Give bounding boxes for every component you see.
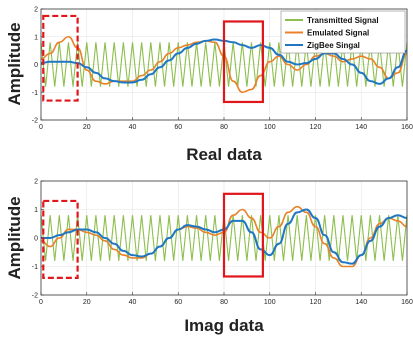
- highlight-box-solid: [222, 192, 264, 278]
- x-tick-label: 160: [401, 299, 413, 306]
- x-tick-label: 80: [220, 124, 228, 131]
- x-tick-label: 80: [220, 299, 228, 306]
- legend: Transmitted Signal Emulated Signal ZigBee …: [280, 10, 406, 54]
- legend-entry: Emulated Signal: [307, 29, 369, 38]
- y-tick-label: -2: [32, 118, 38, 125]
- x-tick-label: 140: [355, 124, 367, 131]
- x-tick-label: 160: [401, 124, 413, 131]
- y-tick-label: -2: [32, 293, 38, 300]
- legend-entry: Transmitted Signal: [307, 16, 379, 25]
- x-tick-label: 20: [83, 299, 91, 306]
- y-tick-label: 1: [34, 207, 38, 214]
- x-tick-label: 60: [174, 124, 182, 131]
- y-tick-label: 0: [34, 236, 38, 243]
- y-axis-label: Amplitude: [5, 22, 24, 105]
- x-axis-label: Real data: [186, 145, 262, 164]
- x-tick-label: 60: [174, 299, 182, 306]
- x-tick-label: 40: [129, 124, 137, 131]
- x-tick-label: 140: [355, 299, 367, 306]
- y-axis-label: Amplitude: [5, 196, 24, 279]
- plot-2: 0 20 40 60 80 100 120 140 160 2 1 0 -1 -2 Amplitude Ima…: [5, 179, 413, 336]
- y-tick-label: 1: [34, 34, 38, 41]
- y-tick-label: 0: [34, 62, 38, 69]
- x-tick-label: 0: [39, 124, 43, 131]
- highlight-box-dashed: [42, 199, 79, 279]
- y-tick-label: 2: [34, 179, 38, 186]
- x-tick-label: 120: [310, 299, 322, 306]
- plot-1: 0 20 40 60 80 100 120 140 160 2 1 0 -1 -2 Amplitude Rea…: [5, 7, 413, 165]
- x-tick-label: 0: [39, 299, 43, 306]
- y-tick-label: -1: [32, 264, 38, 271]
- x-tick-label: 20: [83, 124, 91, 131]
- x-axis-label: Imag data: [184, 316, 264, 335]
- x-tick-label: 40: [129, 299, 137, 306]
- y-tick-label: -1: [32, 90, 38, 97]
- legend-entry: ZigBee Singal: [307, 41, 360, 50]
- highlight-box-dashed: [42, 14, 79, 102]
- x-tick-label: 100: [264, 299, 276, 306]
- x-tick-label: 120: [310, 124, 322, 131]
- y-tick-label: 2: [34, 7, 38, 14]
- highlight-box-solid: [222, 20, 264, 104]
- x-tick-label: 100: [264, 124, 276, 131]
